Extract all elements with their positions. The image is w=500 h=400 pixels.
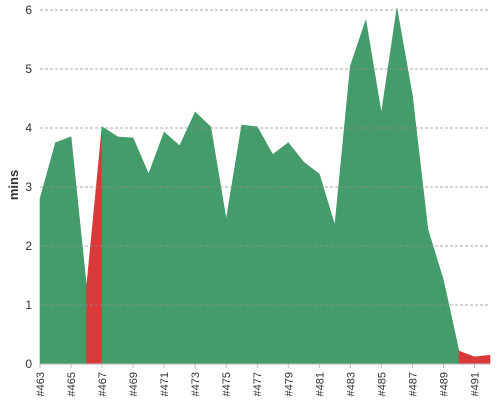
- y-tick-label: 0: [25, 357, 32, 371]
- area-segment-483: [350, 19, 367, 365]
- area-segment-491: [474, 354, 491, 365]
- x-tick-label: #491: [469, 372, 481, 396]
- x-tick-label: #483: [345, 372, 357, 396]
- area-segment-469: [132, 137, 149, 365]
- x-tick-label: #463: [35, 372, 47, 396]
- area-segment-477: [256, 125, 274, 365]
- x-tick-label: #487: [407, 372, 419, 396]
- y-tick-label: 3: [25, 180, 32, 194]
- area-segment-486: [396, 8, 413, 365]
- area-segment-463: [39, 142, 56, 365]
- y-tick-label: 1: [25, 298, 32, 312]
- area-segment-490: [458, 350, 475, 365]
- area-segment-474: [210, 126, 227, 365]
- grid-layer: [40, 9, 490, 306]
- area-segment-472: [179, 111, 196, 365]
- x-tick-label: #469: [128, 372, 140, 396]
- area-segment-485: [381, 8, 398, 365]
- area-segment-471: [163, 131, 180, 365]
- area-segment-481: [319, 173, 336, 365]
- y-tick-label: 6: [25, 3, 32, 17]
- area-segment-475: [225, 125, 243, 365]
- y-tick-label: 4: [25, 121, 32, 135]
- area-segment-487: [412, 95, 429, 365]
- area-segment-489: [443, 280, 460, 365]
- x-tick-layer: #463 #465 #467 #469 #471 #473 #475 #477 #479 #481…: [35, 364, 481, 396]
- area-segment-488: [427, 229, 444, 365]
- x-tick-label: #473: [190, 372, 202, 396]
- area-segment-484: [365, 19, 382, 365]
- area-segment-478: [272, 142, 289, 365]
- x-tick-label: #475: [221, 372, 233, 396]
- area-segment-479: [287, 141, 305, 365]
- x-tick-label: #479: [283, 372, 295, 396]
- y-tick-layer: 0 1 2 3 4 5 6: [25, 3, 32, 371]
- area-segment-468: [117, 136, 134, 365]
- area-segment-465: [70, 136, 87, 365]
- x-tick-label: #465: [66, 372, 78, 396]
- area-segment-482: [334, 66, 351, 365]
- x-tick-label: #471: [159, 372, 171, 396]
- area-segment-476: [241, 124, 258, 365]
- area-layer: [39, 8, 491, 365]
- x-tick-label: #481: [314, 372, 326, 396]
- y-axis-label: mins: [6, 170, 21, 200]
- y-tick-label: 2: [25, 239, 32, 253]
- area-segment-480: [303, 161, 320, 365]
- y-tick-label: 5: [25, 62, 32, 76]
- x-tick-label: #485: [376, 372, 388, 396]
- area-segment-470: [148, 132, 165, 365]
- area-segment-466: [86, 126, 103, 365]
- area-segment-473: [194, 111, 211, 365]
- x-tick-label: #477: [252, 372, 264, 396]
- area-segment-464: [55, 136, 72, 365]
- x-tick-label: #489: [438, 372, 450, 396]
- x-tick-label: #467: [97, 372, 109, 396]
- area-segment-467: [101, 126, 118, 365]
